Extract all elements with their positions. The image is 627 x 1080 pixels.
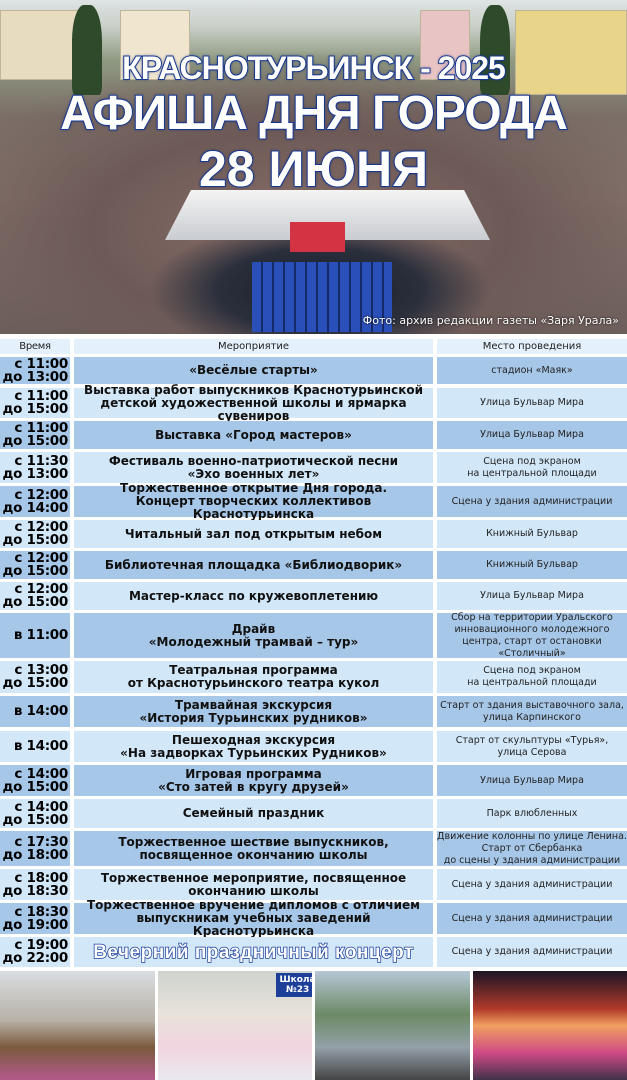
hero-photo: КРАСНОТУРЬИНСК - 2025 АФИША ДНЯ ГОРОДА 2… <box>0 0 627 334</box>
event-time: с 12:00 до 14:00 <box>0 486 70 517</box>
table-row: с 13:00 до 15:00 Театральная программа от… <box>0 661 627 693</box>
event-place: Книжный Бульвар <box>437 551 627 579</box>
building <box>120 10 190 80</box>
table-row: с 12:00 до 15:00 Библиотечная площадка «Б… <box>0 551 627 579</box>
event-place: Сцена у здания администрации <box>437 869 627 900</box>
event-place: Сцена у здания администрации <box>437 937 627 967</box>
tree <box>72 5 102 95</box>
event-name: Выставка работ выпускников Краснотурьинс… <box>74 383 433 422</box>
event-name: Читальный зал под открытым небом <box>74 520 433 548</box>
event-place: Старт от здания выставочного зала, улица… <box>437 696 627 727</box>
event-name: Пешеходная экскурсия «На задворках Турьи… <box>74 731 433 762</box>
table-row: с 11:30 до 13:00 Фестиваль военно-патриот… <box>0 452 627 483</box>
event-time: с 17:30 до 18:00 <box>0 831 70 866</box>
event-place: Сцена под экраном на центральной площади <box>437 661 627 693</box>
event-name: Торжественное мероприятие, посвященное о… <box>74 869 433 900</box>
title-date: 28 ИЮНЯ <box>198 140 429 198</box>
table-row: с 17:30 до 18:00 Торжественное шествие вы… <box>0 831 627 866</box>
event-place: Книжный Бульвар <box>437 520 627 548</box>
event-name: Семейный праздник <box>74 799 433 828</box>
column-header-place: Место проведения <box>437 339 627 354</box>
title-city-year: КРАСНОТУРЬИНСК - 2025 <box>121 49 507 87</box>
event-name: Библиотечная площадка «Библиодворик» <box>74 551 433 579</box>
table-row: с 14:00 до 15:00 Игровая программа «Сто з… <box>0 765 627 796</box>
column-header-event: Мероприятие <box>74 339 433 354</box>
stage-screen <box>252 262 392 332</box>
event-name: Драйв «Молодежный трамвай – тур» <box>74 613 433 658</box>
event-place: Улица Бульвар Мира <box>437 765 627 796</box>
event-place: стадион «Маяк» <box>437 357 627 384</box>
event-name: Театральная программа от Краснотурьинско… <box>74 661 433 693</box>
event-name: «Весёлые старты» <box>74 357 433 384</box>
event-name: Выставка «Город мастеров» <box>74 421 433 449</box>
table-row: в 11:00 Драйв «Молодежный трамвай – тур» С… <box>0 612 627 659</box>
photo-concert <box>472 971 627 1080</box>
table-header: Время Мероприятие Место проведения <box>0 339 627 354</box>
event-place: Улица Бульвар Мира <box>437 421 627 449</box>
table-row: с 12:00 до 15:00 Читальный зал под открыт… <box>0 520 627 548</box>
table-row: с 18:00 до 18:30 Торжественное мероприяти… <box>0 869 627 900</box>
table-row: с 11:00 до 15:00 Выставка работ выпускник… <box>0 383 627 422</box>
event-name: Фестиваль военно-патриотической песни «Э… <box>74 452 433 483</box>
event-time: с 12:00 до 15:00 <box>0 582 70 610</box>
title-main: АФИША ДНЯ ГОРОДА <box>59 86 569 141</box>
table-row: с 19:00 до 22:00 Вечерний праздничный кон… <box>0 937 627 967</box>
event-place: Старт от скульптуры «Турья», улица Серов… <box>437 731 627 762</box>
event-time: с 13:00 до 15:00 <box>0 661 70 693</box>
building <box>420 10 470 80</box>
event-place: Сбор на территории Уральского инновацион… <box>437 612 627 659</box>
event-place: Сцена под экраном на центральной площади <box>437 452 627 483</box>
event-place: Парк влюбленных <box>437 799 627 828</box>
event-time: с 18:30 до 19:00 <box>0 903 70 934</box>
photo-pony-ride <box>0 971 155 1080</box>
event-time: с 19:00 до 22:00 <box>0 937 70 967</box>
event-place: Сцена у здания администрации <box>437 486 627 517</box>
table-row: в 14:00 Пешеходная экскурсия «На задворка… <box>0 731 627 762</box>
event-place: Улица Бульвар Мира <box>437 388 627 418</box>
event-place: Движение колонны по улице Ленина. Старт … <box>437 830 627 866</box>
event-name: Торжественное открытие Дня города. Конце… <box>74 482 433 521</box>
school-sign: Школа №23 <box>275 973 312 997</box>
event-name: Игровая программа «Сто затей в кругу дру… <box>74 765 433 796</box>
table-row: с 14:00 до 15:00 Семейный праздник Парк вл… <box>0 799 627 828</box>
event-time: с 14:00 до 15:00 <box>0 799 70 828</box>
event-place: Сцена у здания администрации <box>437 903 627 934</box>
event-time: с 11:00 до 15:00 <box>0 421 70 449</box>
event-time: в 11:00 <box>0 613 70 658</box>
event-time: с 11:00 до 15:00 <box>0 388 70 418</box>
event-name: Вечерний праздничный концерт <box>74 937 433 967</box>
photo-credit: Фото: архив редакции газеты «Заря Урала» <box>362 314 619 327</box>
event-time: с 11:00 до 13:00 <box>0 357 70 384</box>
table-row: с 12:00 до 14:00 Торжественное открытие Д… <box>0 482 627 521</box>
photo-graduates: Школа №23 <box>157 971 312 1080</box>
table-row: с 11:00 до 13:00 «Весёлые старты» стадион … <box>0 357 627 384</box>
event-time: с 12:00 до 15:00 <box>0 551 70 579</box>
event-time: в 14:00 <box>0 731 70 762</box>
tree <box>480 5 510 95</box>
event-time: с 11:30 до 13:00 <box>0 452 70 483</box>
event-time: с 14:00 до 15:00 <box>0 765 70 796</box>
event-name: Торжественное шествие выпускников, посвя… <box>74 831 433 866</box>
event-time: в 14:00 <box>0 696 70 727</box>
table-row: в 14:00 Трамвайная экскурсия «История Тур… <box>0 696 627 727</box>
photo-strip: Школа №23 <box>0 971 627 1080</box>
building <box>0 10 80 80</box>
stage-backdrop <box>290 222 345 252</box>
column-header-time: Время <box>0 339 70 354</box>
photo-puppets <box>315 971 470 1080</box>
event-name: Трамвайная экскурсия «История Турьинских… <box>74 696 433 727</box>
event-name: Мастер-класс по кружевоплетению <box>74 582 433 610</box>
event-time: с 12:00 до 15:00 <box>0 520 70 548</box>
table-row: с 18:30 до 19:00 Торжественное вручение д… <box>0 899 627 938</box>
event-place: Улица Бульвар Мира <box>437 582 627 610</box>
event-time: с 18:00 до 18:30 <box>0 869 70 900</box>
event-name: Торжественное вручение дипломов с отличи… <box>74 899 433 938</box>
table-row: с 11:00 до 15:00 Выставка «Город мастеров… <box>0 421 627 449</box>
table-row: с 12:00 до 15:00 Мастер-класс по кружевоп… <box>0 582 627 610</box>
